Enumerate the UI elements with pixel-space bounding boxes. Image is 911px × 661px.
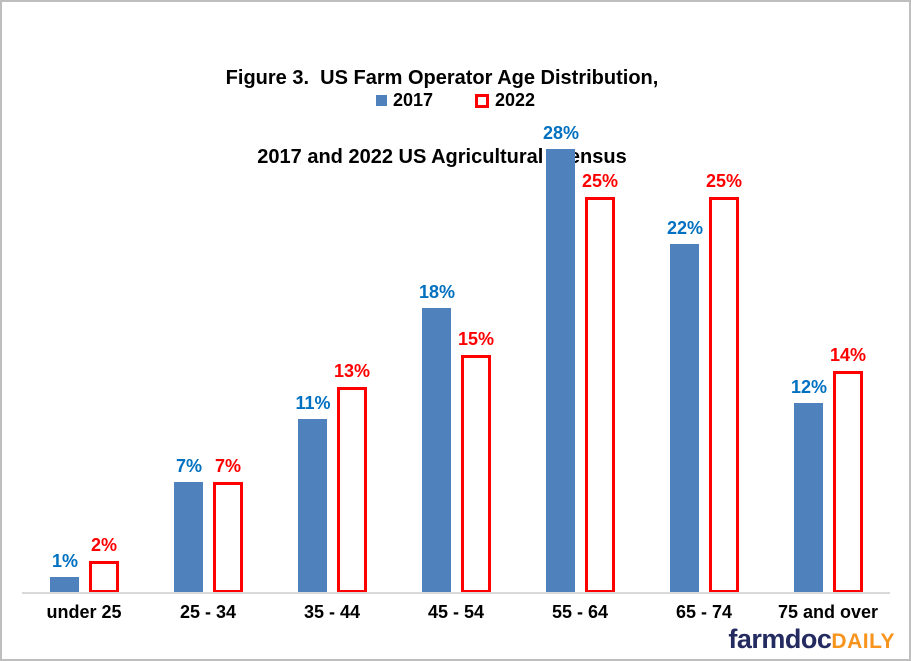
bar-2017-35-44 xyxy=(298,419,327,593)
bar-group-25-34: 7% 7% xyxy=(146,127,270,593)
category-label-45-54: 45 - 54 xyxy=(427,602,485,622)
legend-label-2017: 2017 xyxy=(392,90,433,110)
bar-2022-75-and-over xyxy=(833,371,863,593)
bar-group-45-54: 18% 15% xyxy=(394,127,518,593)
value-label-2022-45-54: 15% xyxy=(457,329,495,349)
bar-2017-65-74 xyxy=(670,244,699,593)
bar-2017-25-34 xyxy=(174,482,203,593)
bar-2022-45-54 xyxy=(461,355,491,593)
value-label-2017-35-44: 11% xyxy=(295,393,331,413)
category-label-35-44: 35 - 44 xyxy=(303,602,361,622)
bar-group-35-44: 11% 13% xyxy=(270,127,394,593)
chart-title-line1: Figure 3. US Farm Operator Age Distribut… xyxy=(225,66,659,89)
value-label-2017-65-74: 22% xyxy=(666,218,704,238)
legend-label-2022: 2022 xyxy=(495,90,536,110)
farmdoc-daily-logo[interactable]: farmdoc DAILY xyxy=(728,624,895,655)
value-label-2022-75-and-over: 14% xyxy=(829,345,867,365)
plot-area: 1% 2% 7% 7% 11% 13% 18% 15% 28% 25% 22% 25% 12% 14% xyxy=(22,123,890,593)
legend-item-2022: 2022 xyxy=(475,90,535,111)
bar-2022-25-34 xyxy=(213,482,243,593)
category-label-under-25: under 25 xyxy=(46,602,122,622)
bar-2017-75-and-over xyxy=(794,403,823,593)
value-label-2022-55-64: 25% xyxy=(581,171,619,191)
value-label-2022-under-25: 2% xyxy=(90,535,118,555)
value-label-2022-65-74: 25% xyxy=(705,171,743,191)
legend: 2017 2022 xyxy=(2,90,909,111)
value-label-2017-55-64: 28% xyxy=(542,123,580,143)
value-label-2022-35-44: 13% xyxy=(333,361,371,381)
bar-group-55-64: 28% 25% xyxy=(518,123,642,593)
legend-item-2017: 2017 xyxy=(375,90,433,111)
bar-2017-45-54 xyxy=(422,308,451,593)
bar-2022-under-25 xyxy=(89,561,119,593)
category-label-55-64: 55 - 64 xyxy=(551,602,609,622)
chart-title-line2: 2017 and 2022 US Agricultural Census xyxy=(257,145,627,168)
legend-swatch-2017-icon xyxy=(375,95,387,106)
bar-2022-55-64 xyxy=(585,197,615,593)
category-label-25-34: 25 - 34 xyxy=(179,602,237,622)
value-label-2017-75-and-over: 12% xyxy=(790,377,828,397)
logo-farmdoc-text: farmdoc xyxy=(728,624,832,654)
bar-2017-under-25 xyxy=(50,577,79,593)
chart-title: Figure 3. US Farm Operator Age Distribut… xyxy=(2,12,882,223)
category-label-65-74: 65 - 74 xyxy=(675,602,733,622)
value-label-2022-25-34: 7% xyxy=(214,456,242,476)
bar-2017-55-64 xyxy=(546,149,575,593)
bar-2022-35-44 xyxy=(337,387,367,593)
bar-group-under-25: 1% 2% xyxy=(22,127,146,593)
bar-group-75-and-over: 12% 14% xyxy=(766,127,890,593)
value-label-2017-25-34: 7% xyxy=(175,456,203,476)
bar-2022-65-74 xyxy=(709,197,739,593)
logo-daily-text: DAILY xyxy=(831,630,895,653)
bar-group-65-74: 22% 25% xyxy=(642,127,766,593)
value-label-2017-under-25: 1% xyxy=(51,551,79,571)
x-axis-line xyxy=(22,592,890,594)
x-axis-labels: under 25 25 - 34 35 - 44 45 - 54 55 - 64 65 -… xyxy=(22,602,890,623)
value-label-2017-45-54: 18% xyxy=(418,282,456,302)
category-label-75-and-over: 75 and over xyxy=(777,602,879,622)
legend-swatch-2022-icon xyxy=(475,93,489,108)
